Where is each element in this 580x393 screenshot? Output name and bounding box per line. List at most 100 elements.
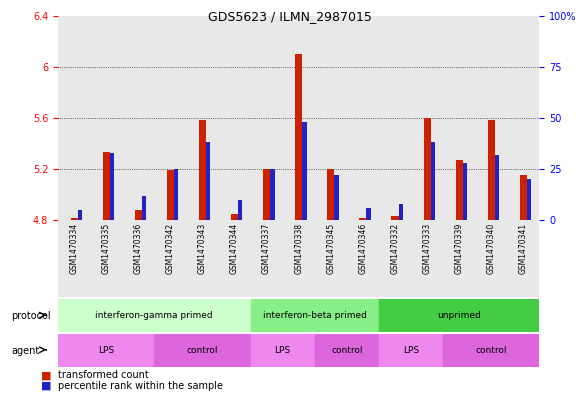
Text: interferon-gamma primed: interferon-gamma primed bbox=[96, 311, 213, 320]
Text: LPS: LPS bbox=[403, 346, 419, 355]
Bar bbox=[154, 220, 186, 297]
Text: GSM1470338: GSM1470338 bbox=[294, 222, 303, 274]
Bar bbox=[508, 220, 539, 297]
Bar bbox=[360, 217, 367, 220]
Text: GSM1470337: GSM1470337 bbox=[262, 222, 271, 274]
Text: GSM1470334: GSM1470334 bbox=[70, 222, 78, 274]
Bar bbox=[315, 334, 379, 367]
Bar bbox=[315, 16, 347, 220]
Bar bbox=[488, 121, 495, 220]
Text: LPS: LPS bbox=[98, 346, 114, 355]
Text: GSM1470346: GSM1470346 bbox=[358, 222, 367, 274]
Bar bbox=[135, 210, 142, 220]
Text: GSM1470335: GSM1470335 bbox=[102, 222, 111, 274]
Bar bbox=[463, 163, 467, 220]
Text: GSM1470341: GSM1470341 bbox=[519, 222, 528, 274]
Bar bbox=[475, 220, 508, 297]
Bar bbox=[367, 208, 371, 220]
Text: GSM1470344: GSM1470344 bbox=[230, 222, 239, 274]
Text: GSM1470342: GSM1470342 bbox=[166, 222, 175, 274]
Text: control: control bbox=[476, 346, 507, 355]
Bar bbox=[71, 217, 78, 220]
Bar bbox=[327, 169, 334, 220]
Text: GSM1470333: GSM1470333 bbox=[423, 222, 432, 274]
Bar bbox=[78, 210, 82, 220]
Bar bbox=[423, 118, 430, 220]
Text: GSM1470340: GSM1470340 bbox=[487, 222, 496, 274]
Bar bbox=[263, 169, 270, 220]
Bar bbox=[58, 220, 90, 297]
Bar bbox=[282, 16, 315, 220]
Bar bbox=[379, 299, 539, 332]
Bar bbox=[142, 196, 146, 220]
Bar bbox=[495, 155, 499, 220]
Text: unprimed: unprimed bbox=[437, 311, 481, 320]
Bar bbox=[475, 16, 508, 220]
Bar bbox=[206, 142, 211, 220]
Bar bbox=[231, 214, 238, 220]
Bar bbox=[379, 16, 411, 220]
Bar bbox=[430, 142, 435, 220]
Bar bbox=[379, 220, 411, 297]
Bar bbox=[174, 169, 178, 220]
Text: ■: ■ bbox=[41, 381, 51, 391]
Bar bbox=[527, 179, 531, 220]
Bar bbox=[238, 200, 242, 220]
Text: GSM1470332: GSM1470332 bbox=[390, 222, 400, 274]
Bar bbox=[302, 122, 307, 220]
Text: LPS: LPS bbox=[274, 346, 291, 355]
Bar bbox=[219, 16, 251, 220]
Bar bbox=[251, 16, 282, 220]
Bar bbox=[154, 334, 251, 367]
Bar bbox=[443, 220, 475, 297]
Bar bbox=[122, 220, 154, 297]
Bar bbox=[508, 16, 539, 220]
Bar bbox=[379, 334, 443, 367]
Bar bbox=[58, 299, 251, 332]
Bar bbox=[334, 175, 339, 220]
Bar bbox=[186, 220, 219, 297]
Text: transformed count: transformed count bbox=[58, 370, 148, 380]
Text: GSM1470339: GSM1470339 bbox=[455, 222, 463, 274]
Text: GSM1470345: GSM1470345 bbox=[327, 222, 335, 274]
Text: protocol: protocol bbox=[12, 311, 51, 321]
Bar bbox=[122, 16, 154, 220]
Bar bbox=[167, 170, 174, 220]
Bar bbox=[282, 220, 315, 297]
Bar bbox=[110, 152, 114, 220]
Bar bbox=[199, 121, 206, 220]
Bar bbox=[270, 169, 274, 220]
Text: control: control bbox=[331, 346, 362, 355]
Text: control: control bbox=[187, 346, 218, 355]
Bar bbox=[411, 16, 443, 220]
Text: ■: ■ bbox=[41, 370, 51, 380]
Bar bbox=[186, 16, 219, 220]
Text: GDS5623 / ILMN_2987015: GDS5623 / ILMN_2987015 bbox=[208, 10, 372, 23]
Bar bbox=[411, 220, 443, 297]
Bar bbox=[251, 220, 282, 297]
Bar bbox=[90, 16, 122, 220]
Bar bbox=[443, 334, 539, 367]
Bar bbox=[295, 54, 302, 220]
Bar bbox=[347, 16, 379, 220]
Bar bbox=[58, 334, 154, 367]
Text: GSM1470343: GSM1470343 bbox=[198, 222, 207, 274]
Bar bbox=[398, 204, 403, 220]
Bar bbox=[443, 16, 475, 220]
Bar bbox=[392, 216, 398, 220]
Text: interferon-beta primed: interferon-beta primed bbox=[263, 311, 367, 320]
Bar bbox=[154, 16, 186, 220]
Text: GSM1470336: GSM1470336 bbox=[134, 222, 143, 274]
Bar bbox=[90, 220, 122, 297]
Bar bbox=[251, 334, 315, 367]
Bar bbox=[347, 220, 379, 297]
Bar bbox=[251, 299, 379, 332]
Text: percentile rank within the sample: percentile rank within the sample bbox=[58, 381, 223, 391]
Bar bbox=[520, 175, 527, 220]
Bar bbox=[58, 16, 90, 220]
Bar bbox=[103, 152, 110, 220]
Text: agent: agent bbox=[12, 346, 40, 356]
Bar bbox=[219, 220, 251, 297]
Bar bbox=[315, 220, 347, 297]
Bar bbox=[456, 160, 463, 220]
